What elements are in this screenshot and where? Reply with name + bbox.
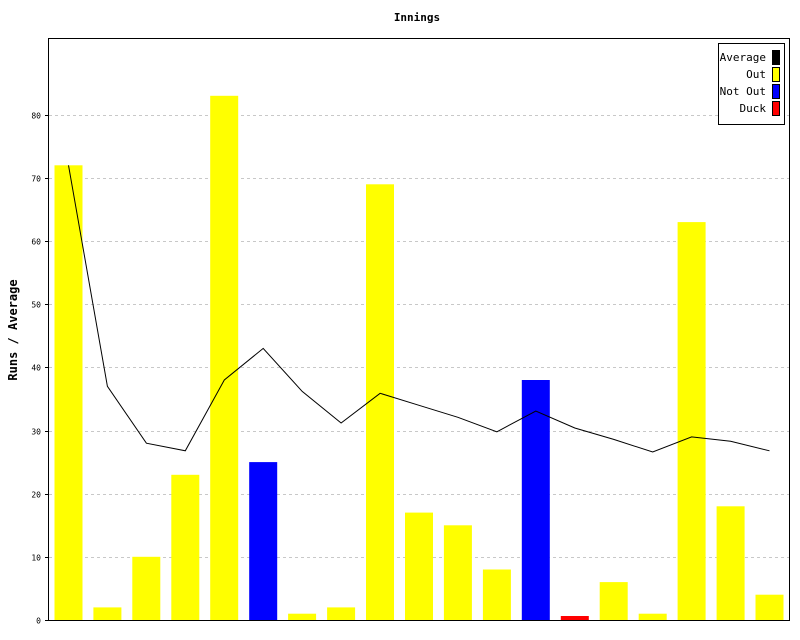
- bar-out: [327, 607, 356, 620]
- legend-swatch: [772, 84, 780, 99]
- average-line: [68, 165, 770, 453]
- bars: [54, 95, 784, 621]
- bar-out: [716, 506, 745, 620]
- bar-out: [638, 613, 667, 620]
- y-axis-label: Runs / Average: [6, 279, 20, 380]
- legend-label: Average: [720, 51, 766, 64]
- bar-not-out: [521, 380, 550, 620]
- legend-swatch: [772, 67, 780, 82]
- bar-out: [482, 569, 511, 620]
- y-tick-labels: 0 10 20 30 40 50 60 70 80: [31, 112, 49, 626]
- legend-swatch: [772, 101, 780, 116]
- y-tick-label: 70: [31, 175, 41, 184]
- bar-out: [93, 607, 122, 620]
- y-tick-label: 30: [31, 428, 41, 437]
- bar-duck: [560, 616, 589, 620]
- y-tick-label: 50: [31, 301, 41, 310]
- average-line-group: [68, 165, 770, 453]
- legend-swatch: [772, 50, 780, 65]
- chart-title: Innings: [394, 11, 440, 24]
- bar-out: [677, 222, 706, 620]
- bar-out: [366, 184, 394, 621]
- legend-label: Out: [746, 68, 766, 81]
- legend-label: Not Out: [720, 85, 766, 98]
- y-tick-label: 10: [31, 554, 41, 563]
- bar-out: [755, 594, 784, 620]
- legend: Average Out Not Out Duck: [718, 43, 785, 125]
- y-tick-label: 80: [31, 112, 41, 121]
- bar-out: [599, 582, 628, 620]
- legend-label: Duck: [740, 102, 767, 115]
- bar-out: [171, 474, 200, 621]
- bar-out: [405, 512, 433, 620]
- bar-out: [54, 165, 83, 621]
- bar-not-out: [249, 462, 278, 620]
- y-tick-label: 20: [31, 491, 41, 500]
- y-tick-label: 60: [31, 238, 41, 247]
- y-tick-label: 0: [36, 617, 41, 626]
- y-tick-label: 40: [31, 364, 41, 373]
- bar-out: [443, 525, 472, 620]
- bar-out: [210, 95, 239, 621]
- bar-out: [288, 613, 317, 620]
- bar-out: [132, 556, 161, 620]
- plot-frame: [48, 38, 790, 621]
